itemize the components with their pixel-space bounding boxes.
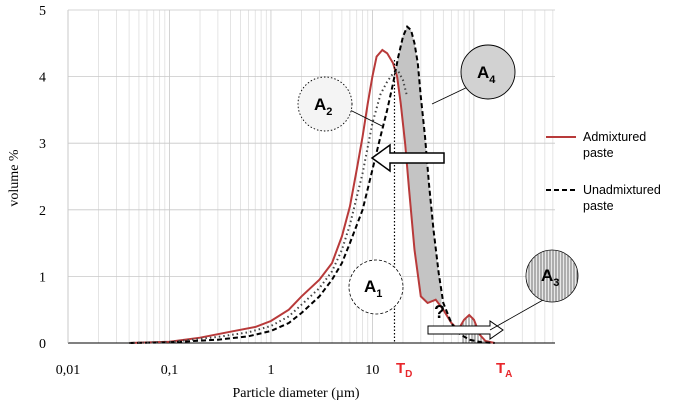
legend-label-admixtured: Admixtured paste [583,130,646,160]
x-tick-label: 10 [365,363,379,378]
tick-labels: 0,01 0,1 1 10 0 1 2 3 4 5 [39,4,379,378]
area-a4 [394,27,442,308]
callout-a2-sub: 2 [326,106,332,118]
x-axis-title: Particle diameter (µm) [232,386,359,401]
y-tick-label: 0 [39,337,46,352]
y-axis-title: volume % [7,149,22,206]
question-main: ? [434,302,445,322]
ta-main: T [496,360,505,377]
td-label: TD [396,360,412,380]
x-tick-label: 1 [267,363,274,378]
x-tick-label: 0,01 [56,363,81,378]
callout-a4-sub: 4 [489,74,496,86]
callout-a3: A3 [525,249,579,303]
td-sub: D [405,369,412,380]
ta-sub: A [505,369,512,380]
question-arrow [427,320,504,340]
question-annotation: ? [434,302,445,322]
y-tick-label: 2 [39,204,46,219]
callout-a1-sub: 1 [376,288,382,300]
callout-pointers [349,84,544,331]
callout-a1-label: A1 [364,277,382,300]
legend: Admixtured paste Unadmixtured paste [546,130,661,213]
legend-label-unadmixtured: Unadmixtured paste [583,183,661,213]
callout-a4-label: A4 [477,63,496,86]
callout-a3-sub: 3 [553,277,559,289]
y-tick-label: 3 [39,137,46,152]
y-tick-label: 1 [39,270,46,285]
callout-a4: A4 [460,44,516,100]
y-tick-label: 5 [39,4,46,19]
x-tick-label: 0,1 [161,363,179,378]
callout-a1-main: A [364,277,376,296]
callout-a3-label: A3 [541,266,559,289]
callout-a2-main: A [314,95,326,114]
callout-a2-label: A2 [314,95,332,118]
callout-a4-main: A [477,63,489,82]
callout-a1: A1 [348,259,404,315]
callout-a3-main: A [541,266,553,285]
ta-label: TA [496,360,512,380]
shift-arrow [370,143,445,173]
td-main: T [396,360,405,377]
callout-a2: A2 [297,76,353,132]
series-line-unadmixtured [129,25,495,344]
y-tick-label: 4 [39,71,46,86]
question-mark: ? [434,302,445,322]
